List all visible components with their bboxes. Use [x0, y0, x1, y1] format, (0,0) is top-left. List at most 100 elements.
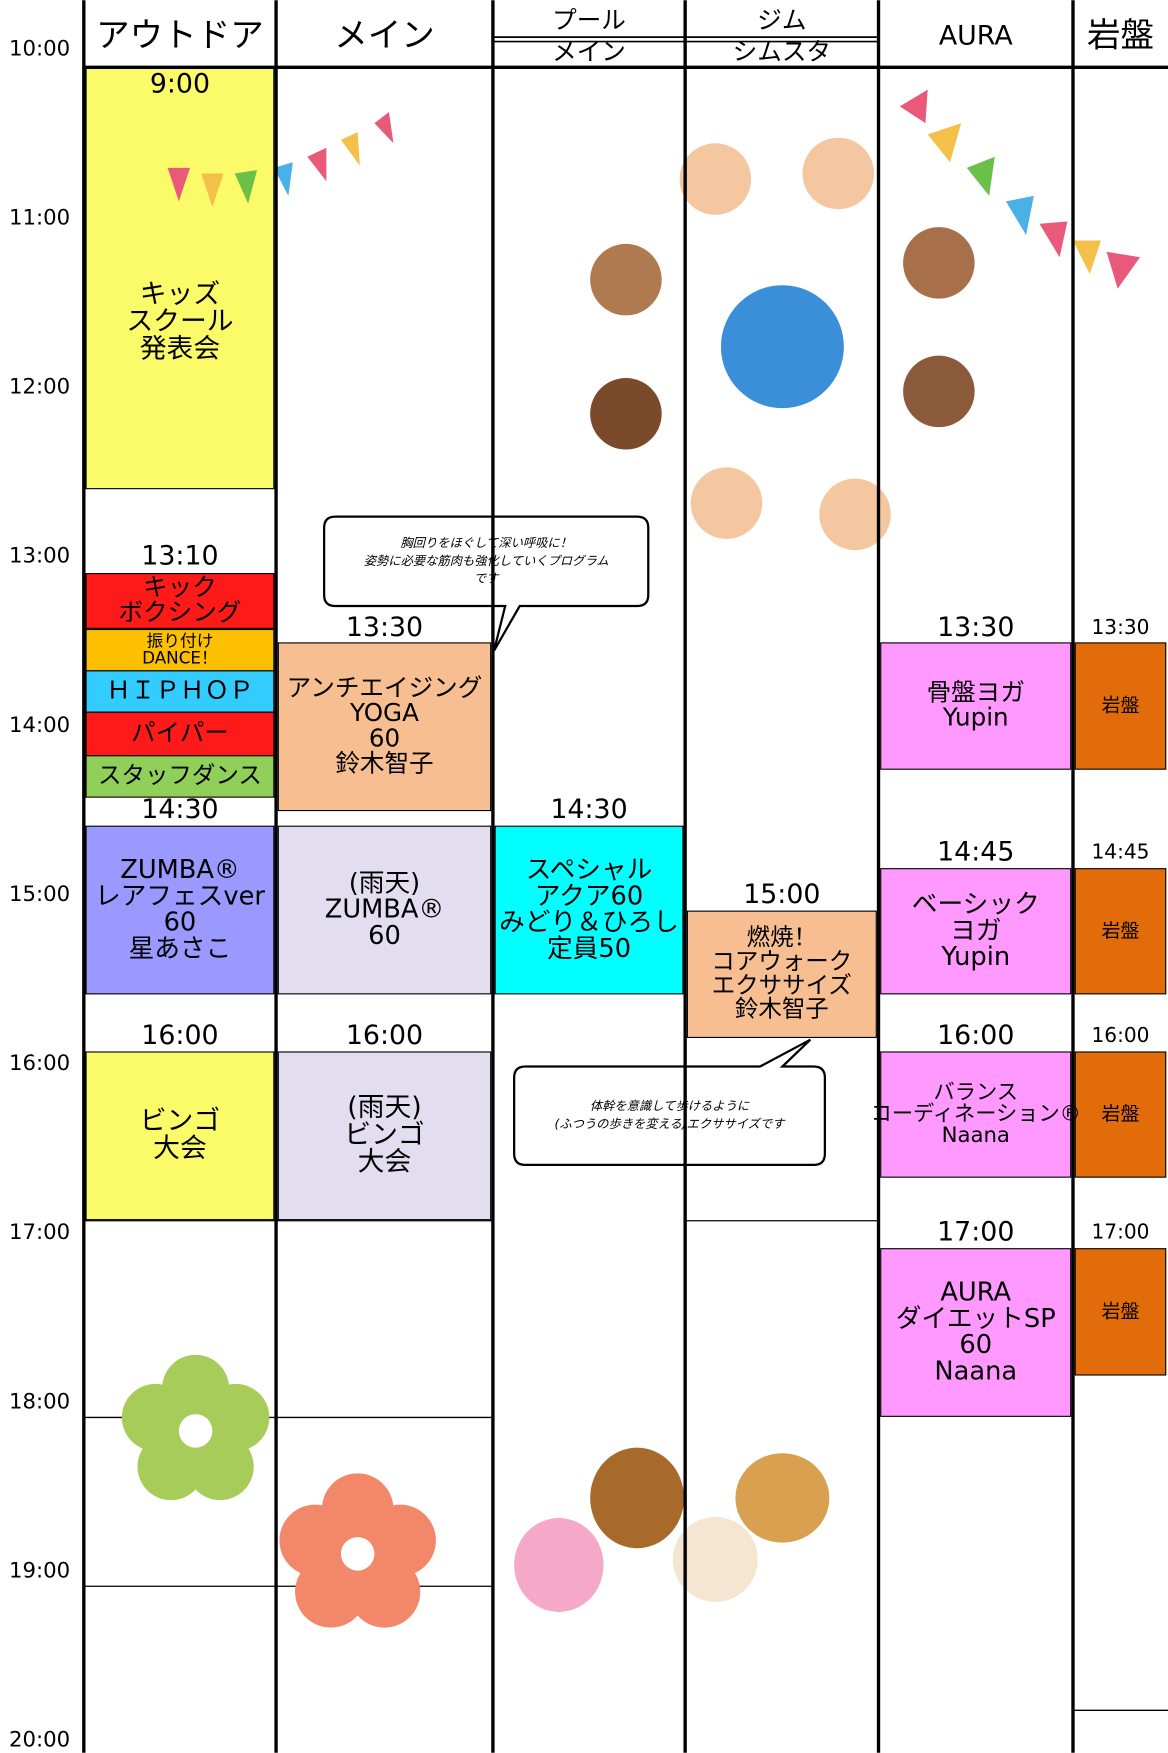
event-time: 13:10 — [141, 540, 218, 571]
event-time: 14:30 — [141, 794, 218, 825]
event-time: 13:30 — [1092, 615, 1150, 639]
event-text: Naana — [942, 1123, 1010, 1148]
header-label: アウトドア — [96, 16, 264, 55]
event-time: 14:30 — [550, 794, 627, 825]
event-box — [880, 642, 1072, 770]
event-time: 9:00 — [150, 69, 210, 100]
event-text: レアフェスver — [95, 881, 265, 911]
header-label: メイン — [334, 16, 435, 55]
time-label: 18:00 — [9, 1389, 70, 1414]
event-text: ビンゴ — [344, 1119, 424, 1150]
event-text: Yupin — [940, 942, 1010, 972]
event-box — [686, 910, 877, 1039]
event-box — [85, 670, 275, 713]
event-text: (雨天) — [347, 1092, 422, 1123]
time-label: 15:00 — [9, 882, 70, 907]
event-text: アンチエイジング — [287, 673, 483, 702]
event-text: ビンゴ — [140, 1106, 220, 1137]
event-text: 鈴木智子 — [335, 748, 433, 777]
time-label: 10:00 — [9, 36, 70, 61]
time-label: 13:00 — [9, 544, 70, 569]
event-text: 定員50 — [547, 934, 631, 964]
event-time: 17:00 — [937, 1217, 1014, 1248]
event-text: 60 — [368, 921, 401, 951]
event-text: 振り付け — [146, 631, 213, 651]
event-text: Yupin — [942, 703, 1009, 732]
event-text: 岩盤 — [1101, 920, 1139, 942]
callout-text: 姿勢に必要な筋肉も強化していくプログラム — [364, 554, 609, 568]
header-label: ジム — [757, 5, 806, 34]
bunting — [167, 89, 1141, 289]
time-label: 11:00 — [9, 206, 70, 231]
time-label: 14:00 — [9, 713, 70, 738]
event-text: ボクシング — [119, 598, 242, 627]
event-text: ZUMBA® — [120, 855, 239, 885]
event-text: バランス — [934, 1080, 1018, 1105]
event-time: 14:45 — [1092, 840, 1150, 864]
event-box — [880, 1051, 1072, 1178]
event-text: スタッフダンス — [98, 761, 262, 789]
event-box — [277, 1051, 492, 1221]
event-text: ベーシック — [912, 890, 1040, 920]
event-box — [85, 711, 275, 757]
event-text: 60 — [164, 908, 197, 938]
callout-text: です — [474, 572, 500, 586]
decorations — [121, 89, 1141, 1628]
event-text: 60 — [959, 1330, 992, 1360]
header-label: 岩盤 — [1087, 16, 1154, 55]
event-text: コーディネーション® — [871, 1102, 1081, 1127]
event-text: キック — [143, 572, 217, 601]
event-text: YOGA — [349, 698, 419, 727]
event-box — [85, 755, 275, 798]
event-text: 大会 — [358, 1147, 412, 1178]
event-text: 大会 — [153, 1133, 207, 1164]
event-box — [85, 66, 275, 490]
flower-green — [121, 1354, 270, 1501]
event-box — [1074, 642, 1167, 770]
event-text: パイパー — [131, 718, 229, 747]
event-box — [85, 628, 275, 672]
header-label: メイン — [552, 37, 626, 66]
event-text: 岩盤 — [1101, 695, 1139, 717]
event-text: ＨＩＰＨＯＰ — [106, 676, 253, 705]
event-time: 14:45 — [937, 837, 1014, 868]
event-text: スペシャル — [526, 855, 653, 885]
speech-bubble — [513, 1038, 826, 1166]
time-label: 20:00 — [9, 1727, 70, 1752]
event-time: 16:00 — [1092, 1023, 1150, 1047]
time-label: 19:00 — [9, 1558, 70, 1583]
time-label: 12:00 — [9, 375, 70, 400]
event-box — [880, 868, 1072, 995]
time-label: 17:00 — [9, 1220, 70, 1245]
event-text: ヨガ — [950, 916, 1001, 946]
event-text: 発表会 — [140, 334, 220, 365]
event-text: 鈴木智子 — [735, 995, 829, 1023]
event-time: 17:00 — [1092, 1220, 1150, 1244]
event-text: コアウォーク — [711, 947, 852, 975]
event-time: 16:00 — [346, 1020, 423, 1051]
event-text: 星あさこ — [129, 934, 232, 964]
event-text: 燃焼！ — [747, 923, 817, 951]
event-time: 13:30 — [937, 612, 1014, 643]
flower-orange — [279, 1473, 436, 1628]
event-box — [85, 1051, 275, 1221]
time-label: 16:00 — [9, 1051, 70, 1076]
header-label: プール — [552, 5, 626, 34]
event-time: 13:30 — [346, 612, 423, 643]
event-text: 60 — [369, 723, 400, 752]
event-text: エクササイズ — [712, 971, 852, 999]
header-label: AURA — [939, 21, 1014, 52]
event-text: 岩盤 — [1101, 1300, 1139, 1322]
event-box — [1074, 1248, 1167, 1376]
event-text: 骨盤ヨガ — [927, 678, 1025, 707]
event-text: ZUMBA® — [325, 895, 444, 925]
event-text: みどり＆ひろし — [499, 908, 679, 938]
event-text: 岩盤 — [1101, 1103, 1139, 1125]
event-text: アクア60 — [535, 881, 643, 911]
event-box — [880, 1248, 1072, 1417]
event-box — [85, 573, 275, 629]
event-text: (雨天) — [349, 868, 420, 898]
callout-2: 体幹を意識して歩けるように (ふつうの歩きを変える)エクササイズです — [513, 1038, 826, 1166]
event-text: ダイエットSP — [896, 1304, 1056, 1334]
